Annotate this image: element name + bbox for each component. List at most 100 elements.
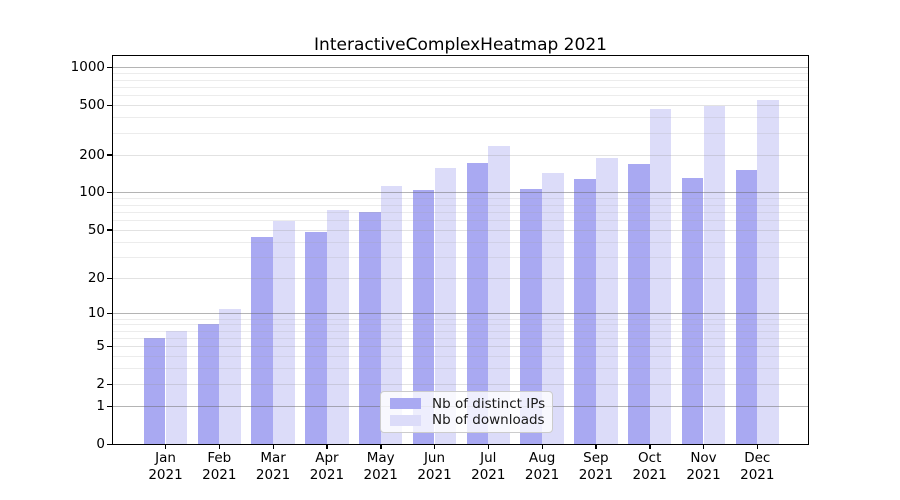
x-axis-tick-mark: [434, 445, 436, 449]
bar-downloads-dec: [757, 99, 780, 444]
bars-layer: [113, 56, 808, 444]
year-label: 2021: [417, 467, 452, 483]
month-label: Feb: [207, 450, 232, 466]
y-axis-tick-mark: [107, 229, 112, 231]
x-axis-tick-mark: [541, 445, 543, 449]
y-axis-tick-label: 1: [96, 398, 105, 415]
year-label: 2021: [471, 467, 506, 483]
x-axis-tick-label-oct: Oct 2021: [618, 450, 682, 484]
x-axis-tick-mark: [595, 445, 597, 449]
x-axis-tick-label-jan: Jan 2021: [134, 450, 198, 484]
y-axis-tick-mark: [107, 405, 112, 408]
x-axis-tick-label-sep: Sep 2021: [564, 450, 628, 484]
x-axis-tick-mark: [380, 445, 382, 449]
y-axis-tick-mark: [107, 383, 112, 386]
y-axis-tick-label: 50: [87, 221, 105, 238]
bar-downloads-nov: [703, 106, 726, 444]
y-axis-tick-mark: [107, 312, 112, 315]
bar-downloads-feb: [219, 308, 242, 444]
year-label: 2021: [202, 467, 237, 483]
y-axis-tick-label: 200: [79, 146, 105, 163]
year-label: 2021: [309, 467, 345, 483]
y-axis-tick-mark: [107, 443, 112, 445]
bar-downloads-jul: [488, 146, 511, 444]
month-label: Jul: [480, 450, 497, 466]
x-axis-tick-mark: [649, 445, 651, 449]
legend-item: Nb of distinct IPs: [390, 395, 546, 412]
bar-downloads-aug: [542, 172, 564, 444]
x-axis-tick-mark: [756, 445, 759, 449]
bar-downloads-oct: [649, 109, 672, 444]
y-axis-tick-label: 1000: [70, 59, 105, 76]
chart-title: InteractiveComplexHeatmap 2021: [314, 35, 607, 55]
bar-distinct-ips-jan: [143, 337, 166, 444]
x-axis-tick-label-aug: Aug 2021: [510, 450, 574, 484]
legend-item: Nb of downloads: [390, 412, 545, 429]
bar-distinct-ips-jul: [466, 162, 489, 444]
bar-downloads-jan: [165, 330, 188, 444]
y-axis-tick-label: 20: [87, 270, 105, 287]
month-label: Jun: [423, 450, 446, 466]
y-axis-tick-label: 0: [96, 436, 105, 452]
year-label: 2021: [686, 467, 721, 483]
x-axis-tick-mark: [165, 445, 167, 449]
bar-distinct-ips-feb: [197, 324, 220, 444]
bar-distinct-ips-jun: [412, 189, 435, 444]
y-axis-tick-mark: [107, 66, 112, 69]
month-label: Apr: [315, 450, 339, 466]
year-label: 2021: [524, 467, 560, 483]
x-axis-tick-label-may: May 2021: [349, 450, 413, 484]
bar-distinct-ips-mar: [251, 236, 274, 444]
month-label: Oct: [638, 450, 662, 466]
x-axis-tick-label-jun: Jun 2021: [403, 450, 467, 484]
year-label: 2021: [632, 467, 667, 483]
x-axis-tick-mark: [703, 445, 705, 449]
bar-downloads-may: [380, 185, 403, 444]
bar-distinct-ips-may: [358, 211, 381, 444]
bar-downloads-sep: [595, 158, 618, 444]
y-axis-tick-mark: [107, 104, 112, 107]
bar-distinct-ips-apr: [305, 231, 327, 444]
month-label: Aug: [528, 450, 556, 466]
legend-label: Nb of distinct IPs: [432, 395, 546, 412]
bar-distinct-ips-sep: [574, 178, 596, 444]
year-label: 2021: [255, 467, 291, 483]
year-label: 2021: [363, 467, 398, 483]
year-label: 2021: [740, 467, 775, 483]
bar-downloads-apr: [326, 210, 349, 444]
bar-distinct-ips-aug: [520, 189, 543, 444]
month-label: Dec: [744, 450, 771, 466]
x-axis-tick-label-feb: Feb 2021: [187, 450, 251, 484]
y-axis-tick-label: 2: [96, 376, 105, 393]
bar-distinct-ips-nov: [681, 177, 704, 444]
y-axis-tick-label: 5: [96, 338, 105, 355]
month-label: Mar: [260, 450, 286, 466]
year-label: 2021: [578, 467, 614, 483]
month-label: Jan: [155, 450, 176, 466]
y-axis-tick-mark: [107, 277, 112, 279]
bar-downloads-mar: [273, 220, 295, 444]
legend: Nb of distinct IPs Nb of downloads: [380, 391, 553, 433]
month-label: May: [366, 450, 395, 466]
x-axis-tick-label-apr: Apr 2021: [295, 450, 359, 484]
y-axis-tick-label: 10: [87, 305, 105, 322]
month-label: Sep: [583, 450, 609, 466]
y-axis-tick-label: 100: [79, 184, 105, 201]
x-axis-tick-mark: [487, 445, 490, 449]
legend-label: Nb of downloads: [432, 412, 545, 429]
year-label: 2021: [148, 467, 183, 483]
y-axis-tick-mark: [107, 154, 112, 156]
legend-swatch-downloads: [390, 414, 421, 426]
x-axis-tick-label-mar: Mar 2021: [241, 450, 305, 484]
x-axis-tick-label-dec: Dec 2021: [725, 450, 789, 484]
y-axis-tick-mark: [107, 345, 112, 348]
x-axis-tick-mark: [272, 445, 274, 449]
bar-distinct-ips-oct: [627, 163, 650, 444]
x-axis-tick-mark: [218, 445, 221, 449]
x-axis-tick-mark: [326, 445, 328, 449]
y-axis-tick-mark: [107, 191, 112, 194]
x-axis-tick-label-jul: Jul 2021: [456, 450, 520, 484]
legend-swatch-distinct-ips: [390, 398, 421, 410]
y-axis-tick-label: 500: [79, 97, 105, 114]
